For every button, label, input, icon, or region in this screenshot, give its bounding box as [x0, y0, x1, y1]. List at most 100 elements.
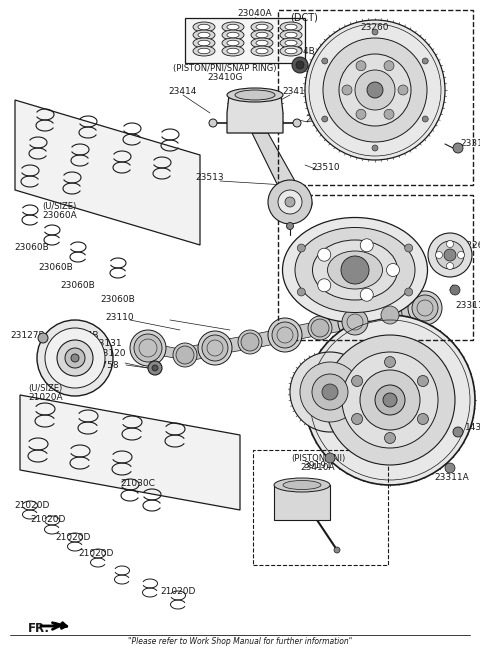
Ellipse shape	[312, 240, 397, 300]
Text: 23311A: 23311A	[434, 473, 469, 482]
Ellipse shape	[198, 24, 210, 30]
Circle shape	[398, 85, 408, 95]
Polygon shape	[20, 395, 240, 510]
Circle shape	[384, 61, 394, 71]
Circle shape	[450, 285, 460, 295]
Circle shape	[381, 306, 399, 324]
Text: 23110: 23110	[106, 312, 134, 321]
Bar	[278, 10, 473, 185]
Ellipse shape	[327, 251, 383, 289]
Circle shape	[453, 143, 463, 153]
Ellipse shape	[222, 22, 244, 32]
Text: 23211B: 23211B	[315, 291, 349, 299]
Ellipse shape	[251, 30, 273, 40]
Circle shape	[325, 453, 335, 463]
Circle shape	[285, 197, 295, 207]
Circle shape	[37, 320, 113, 396]
Circle shape	[268, 180, 312, 224]
Ellipse shape	[227, 48, 239, 53]
Circle shape	[130, 330, 166, 366]
Circle shape	[356, 61, 366, 71]
Circle shape	[325, 335, 455, 465]
Ellipse shape	[227, 40, 239, 46]
Circle shape	[71, 354, 79, 362]
Text: 23212: 23212	[393, 379, 421, 387]
Ellipse shape	[285, 40, 297, 46]
Ellipse shape	[193, 38, 215, 48]
Text: 23260: 23260	[361, 23, 389, 33]
Text: 21020D: 21020D	[78, 550, 113, 559]
Circle shape	[418, 413, 429, 424]
Text: 23226B: 23226B	[455, 241, 480, 250]
Circle shape	[296, 61, 304, 69]
Circle shape	[351, 413, 362, 424]
Circle shape	[290, 352, 370, 432]
Circle shape	[297, 244, 305, 252]
Text: 21020A: 21020A	[28, 393, 62, 402]
Circle shape	[342, 309, 368, 335]
Polygon shape	[315, 316, 360, 334]
Circle shape	[148, 361, 162, 375]
Text: 23414: 23414	[169, 87, 197, 96]
Circle shape	[375, 385, 405, 415]
Text: (U/SIZE): (U/SIZE)	[28, 383, 62, 393]
Circle shape	[292, 57, 308, 73]
Circle shape	[446, 241, 454, 248]
Ellipse shape	[283, 218, 428, 323]
Ellipse shape	[256, 32, 268, 38]
Circle shape	[322, 58, 328, 64]
Circle shape	[305, 20, 445, 160]
Polygon shape	[210, 336, 255, 354]
Circle shape	[367, 82, 383, 98]
Circle shape	[293, 119, 301, 127]
Ellipse shape	[198, 32, 210, 38]
Circle shape	[428, 233, 472, 277]
Text: 11304B: 11304B	[281, 48, 315, 57]
Ellipse shape	[227, 32, 239, 38]
Text: 23311A: 23311A	[460, 138, 480, 147]
Ellipse shape	[251, 46, 273, 56]
Circle shape	[339, 54, 411, 126]
Circle shape	[457, 252, 465, 258]
Circle shape	[65, 348, 85, 368]
Bar	[278, 195, 473, 340]
Text: 23412: 23412	[283, 87, 311, 96]
Text: 23060B: 23060B	[14, 243, 49, 252]
Circle shape	[322, 116, 328, 122]
Ellipse shape	[198, 40, 210, 46]
Circle shape	[202, 335, 228, 361]
Circle shape	[453, 427, 463, 437]
Ellipse shape	[256, 24, 268, 30]
Circle shape	[446, 263, 454, 269]
Circle shape	[318, 279, 331, 292]
Circle shape	[308, 316, 332, 340]
Polygon shape	[227, 95, 283, 133]
Circle shape	[341, 256, 369, 284]
Circle shape	[356, 110, 366, 119]
Circle shape	[342, 352, 438, 448]
Circle shape	[372, 29, 378, 35]
Text: (A/T): (A/T)	[290, 198, 313, 208]
Bar	[185, 18, 305, 63]
Circle shape	[405, 288, 413, 296]
Circle shape	[297, 288, 305, 296]
Text: (DCT): (DCT)	[290, 13, 318, 23]
Circle shape	[209, 119, 217, 127]
Circle shape	[378, 303, 402, 327]
Circle shape	[45, 328, 105, 388]
Circle shape	[355, 70, 395, 110]
Text: 23127B: 23127B	[11, 331, 45, 340]
Circle shape	[176, 346, 194, 364]
Circle shape	[360, 239, 373, 252]
Circle shape	[445, 463, 455, 473]
Ellipse shape	[198, 48, 210, 53]
Text: 21020D: 21020D	[160, 587, 195, 597]
Circle shape	[334, 547, 340, 553]
Circle shape	[384, 110, 394, 119]
Ellipse shape	[285, 48, 297, 53]
Ellipse shape	[222, 38, 244, 48]
Text: 21030C: 21030C	[120, 479, 156, 488]
Circle shape	[198, 331, 232, 365]
Bar	[253, 450, 388, 565]
Circle shape	[351, 376, 362, 387]
